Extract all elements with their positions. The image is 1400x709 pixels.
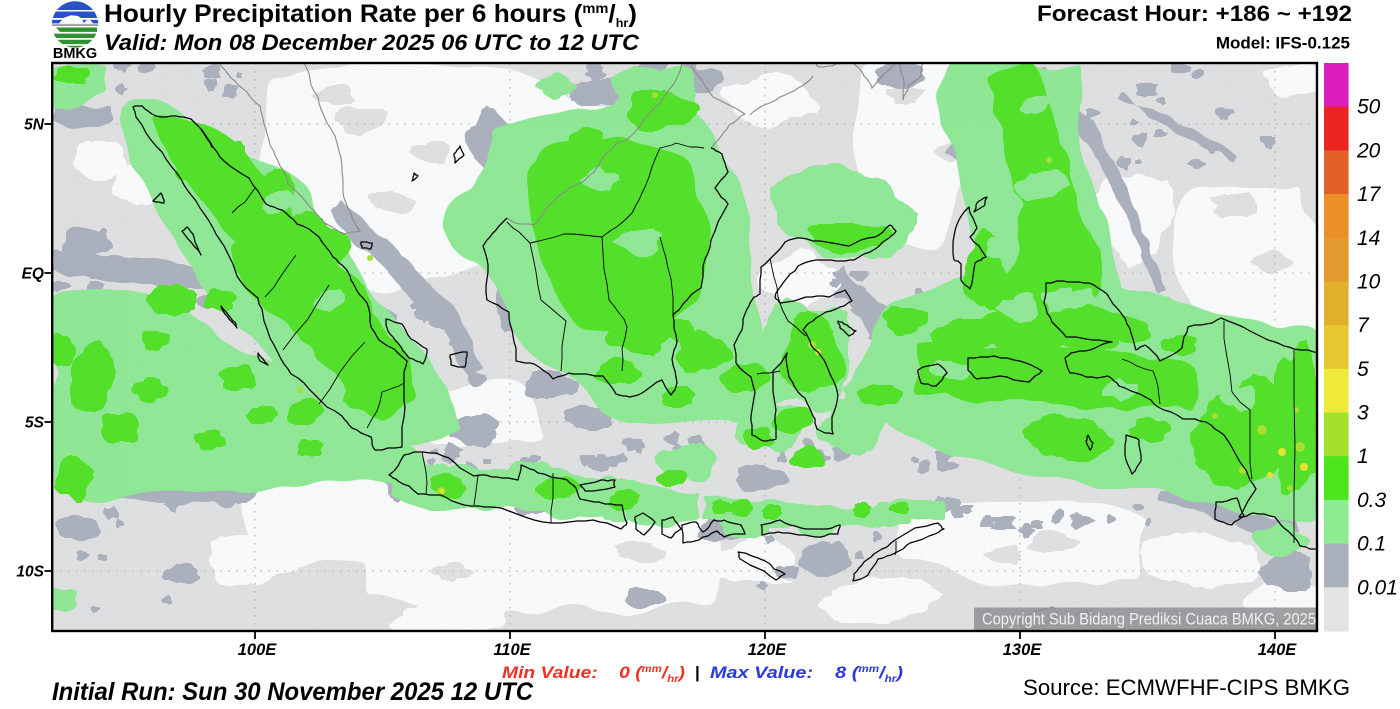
- svg-text:Max Value: 8 (mm/hr): Max Value: 8 (mm/hr): [710, 663, 903, 685]
- svg-text:14: 14: [1357, 227, 1380, 250]
- svg-text:5: 5: [1357, 358, 1369, 381]
- svg-text:50: 50: [1357, 96, 1381, 119]
- svg-text:Min Value: 0 (mm/hr): Min Value: 0 (mm/hr): [502, 663, 685, 685]
- svg-text:17: 17: [1357, 183, 1382, 206]
- svg-text:10: 10: [1357, 271, 1381, 294]
- svg-text:100E: 100E: [238, 641, 278, 659]
- svg-text:Copyright Sub Bidang Prediksi: Copyright Sub Bidang Prediksi Cuaca BMKG…: [982, 611, 1316, 629]
- svg-text:7: 7: [1357, 314, 1370, 337]
- svg-text:110E: 110E: [493, 641, 531, 659]
- svg-text:3: 3: [1357, 402, 1369, 425]
- svg-text:0.3: 0.3: [1357, 489, 1387, 512]
- svg-text:Hourly Precipitation Rate per: Hourly Precipitation Rate per 6 hours (m…: [104, 0, 637, 30]
- svg-text:1: 1: [1357, 445, 1369, 468]
- svg-text:Valid: Mon 08 December 2025 06: Valid: Mon 08 December 2025 06 UTC to 12…: [104, 30, 640, 55]
- svg-text:Forecast Hour: +186 ~ +192: Forecast Hour: +186 ~ +192: [1037, 1, 1352, 26]
- svg-text:EQ: EQ: [22, 266, 44, 283]
- svg-text:Model: IFS-0.125: Model: IFS-0.125: [1216, 34, 1350, 53]
- svg-text:BMKG: BMKG: [53, 46, 97, 62]
- svg-text:120E: 120E: [748, 641, 788, 659]
- svg-text:0.01: 0.01: [1357, 576, 1398, 599]
- svg-text:130E: 130E: [1003, 641, 1043, 659]
- svg-text:10S: 10S: [16, 564, 44, 581]
- svg-text:|: |: [695, 663, 700, 682]
- svg-text:5N: 5N: [24, 117, 45, 134]
- svg-text:0.1: 0.1: [1357, 533, 1386, 556]
- svg-text:20: 20: [1356, 139, 1381, 162]
- svg-text:5S: 5S: [25, 415, 45, 432]
- svg-text:Source: ECMWFHF-CIPS BMKG: Source: ECMWFHF-CIPS BMKG: [1023, 675, 1350, 700]
- svg-text:Initial Run: Sun 30 November 2: Initial Run: Sun 30 November 2025 12 UTC: [52, 678, 534, 706]
- svg-text:140E: 140E: [1258, 641, 1298, 659]
